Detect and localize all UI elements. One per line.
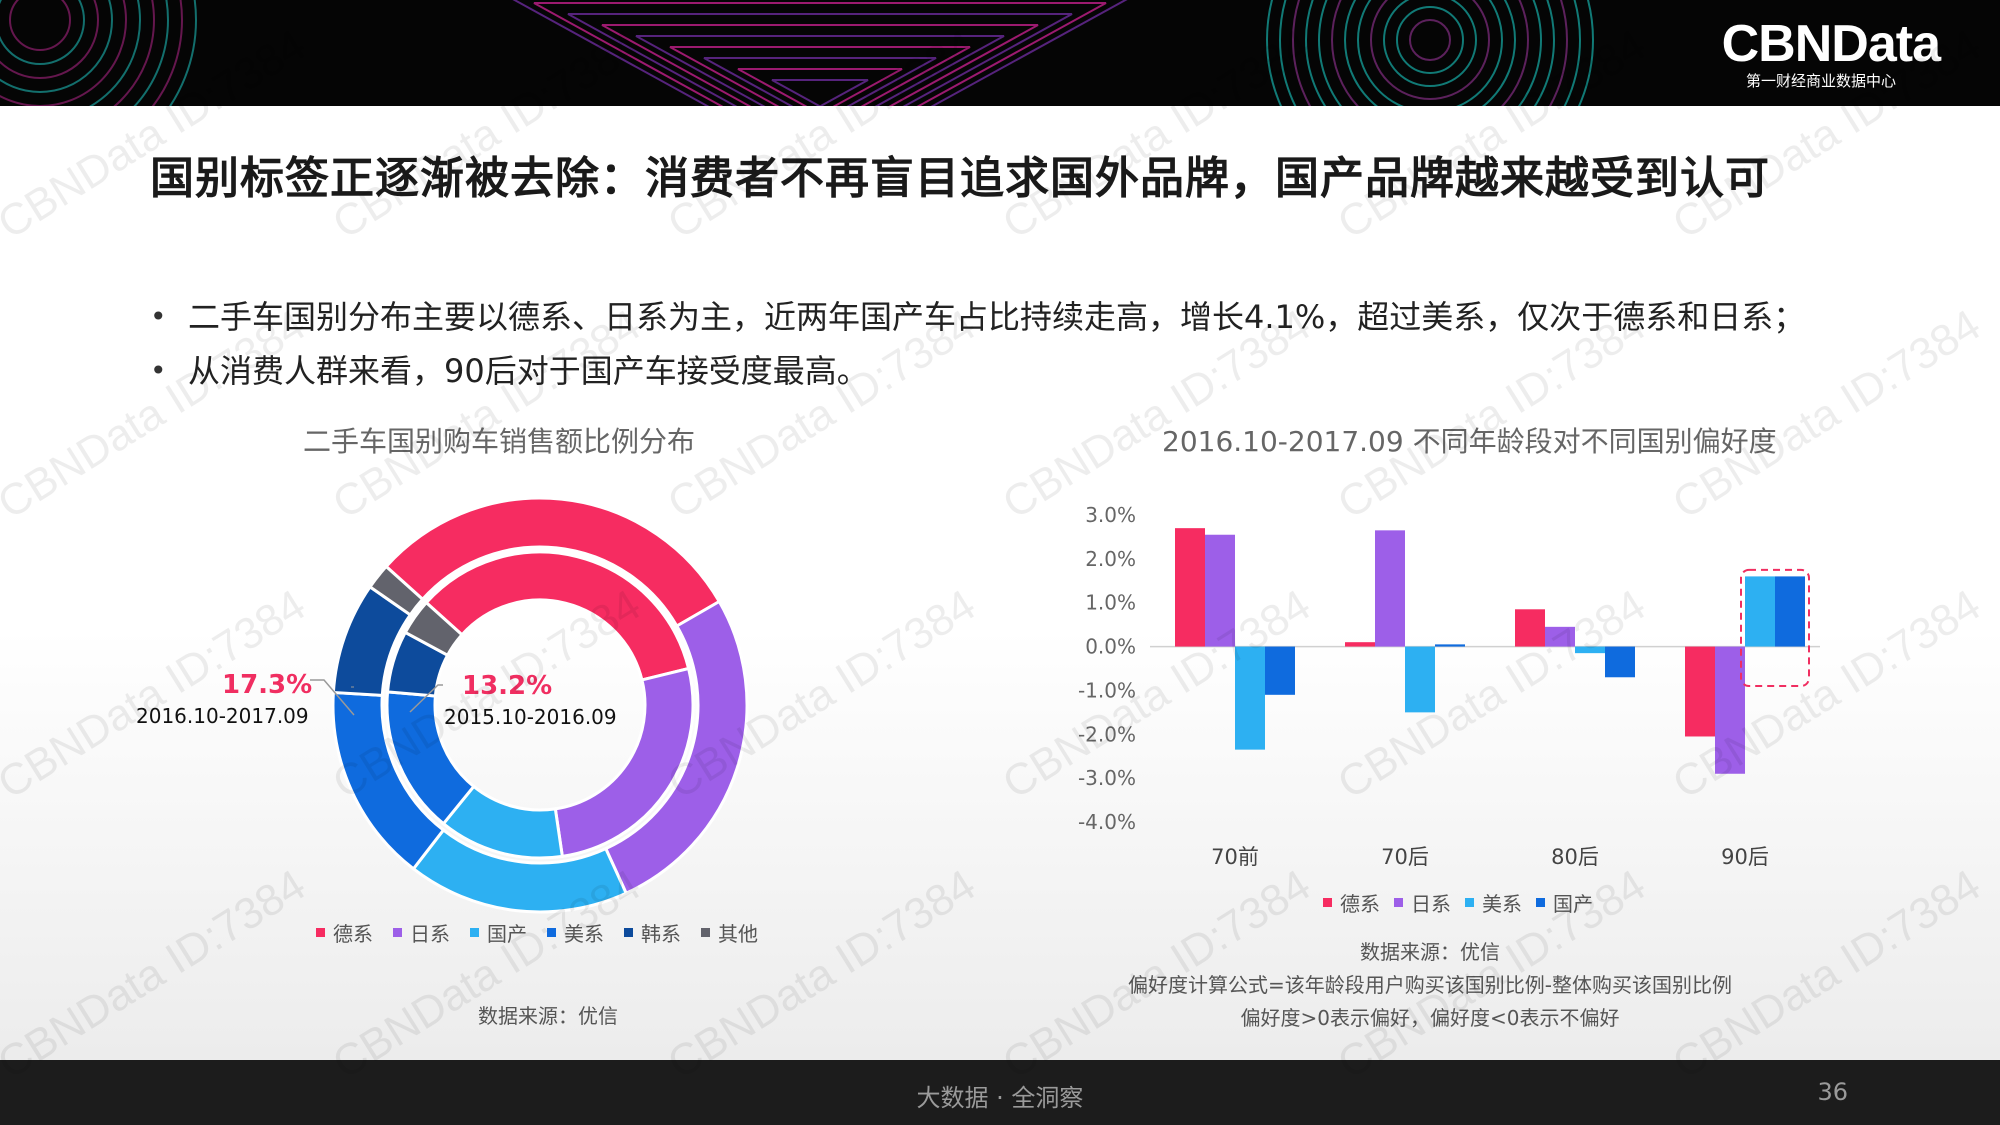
y-tick-label: 2.0% [1085,547,1136,571]
bullet-marker: • [150,354,167,387]
bar-90后-美系 [1745,576,1775,647]
bar-90后-国产 [1775,576,1805,647]
page-title: 国别标签正逐渐被去除：消费者不再盲目追求国外品牌，国产品牌越来越受到认可 [150,153,1770,204]
outer-label-leader [310,679,355,716]
formula-note: 偏好度计算公式=该年龄段用户购买该国别比例-整体购买该国别比例 [1128,973,1732,997]
donut-legend-item: 韩系 [624,918,681,947]
bar-70前-国产 [1265,646,1295,695]
header-banner: CBNData 第一财经商业数据中心 [0,0,2000,106]
legend-label: 韩系 [641,922,681,946]
bullet-text: 从消费人群来看，90后对于国产车接受度最高。 [188,352,869,390]
outer-ring-period: 2016.10-2017.09 [136,704,309,728]
bullet-marker: • [150,300,167,333]
x-tick-label: 90后 [1721,845,1769,869]
donut-legend-item: 其他 [701,918,758,947]
banner-decoration [0,0,1594,106]
footer-slogan: 大数据 · 全洞察 [916,1084,1084,1112]
bar-90后-德系 [1685,646,1715,737]
legend-swatch [316,928,325,937]
y-tick-label: 1.0% [1085,591,1136,615]
donut-legend: 德系 日系 国产 美系 韩系 其他 [316,918,778,947]
preference-note: 偏好度>0表示偏好，偏好度<0表示不偏好 [1240,1006,1620,1030]
bullet-item: • 从消费人群来看，90后对于国产车接受度最高。 [150,344,1805,398]
bar-80后-日系 [1545,626,1575,647]
bullet-list: • 二手车国别分布主要以德系、日系为主，近两年国产车占比持续走高，增长4.1%，… [150,290,1805,398]
bullet-text: 二手车国别分布主要以德系、日系为主，近两年国产车占比持续走高，增长4.1%，超过… [188,298,1806,336]
brand-logo: CBNData [1721,15,1941,73]
bar-70前-德系 [1175,528,1205,647]
legend-label: 美系 [564,922,604,946]
bar-legend-item: 国产 [1536,888,1593,917]
legend-swatch [547,928,556,937]
bar-legend-item: 日系 [1394,888,1451,917]
donut-legend-item: 国产 [470,918,527,947]
bar-70后-国产 [1435,644,1465,647]
outer-ring-value: 17.3% [222,670,313,700]
legend-swatch [1394,898,1403,907]
inner-ring-label: 13.2% 2015.10-2016.09 [444,671,617,729]
donut-legend-item: 美系 [547,918,604,947]
y-tick-label: 3.0% [1085,503,1136,527]
page-number: 36 [1817,1078,1848,1106]
donut-legend-item: 德系 [316,918,373,947]
brand-tagline: 第一财经商业数据中心 [1745,72,1896,90]
bar-80后-德系 [1515,609,1545,647]
bar-legend: 德系 日系 美系 国产 [1323,888,1607,917]
inner-ring-period: 2015.10-2016.09 [444,705,617,729]
legend-label: 日系 [410,922,450,946]
donut-source-note: 数据来源：优信 [478,1004,618,1028]
bar-chart: 3.0% 2.0% 1.0% 0.0% -1.0% -2.0% -3.0% -4.0% 70前 7… [1078,503,1820,869]
bar-70后-日系 [1375,530,1405,647]
bar-legend-item: 美系 [1465,888,1522,917]
bar-source-note: 数据来源：优信 [1360,940,1500,964]
donut-legend-item: 日系 [393,918,450,947]
x-tick-label: 80后 [1551,845,1599,869]
donut-chart-title: 二手车国别购车销售额比例分布 [303,425,696,458]
legend-label: 其他 [718,922,758,946]
x-tick-label: 70后 [1381,845,1429,869]
y-tick-label: -2.0% [1078,722,1136,746]
bar-70前-美系 [1235,646,1265,750]
slide-body [0,106,2000,1060]
inner-label-leader [409,684,443,713]
bar-90后-日系 [1715,646,1745,774]
bar-80后-国产 [1605,646,1635,678]
bullet-item: • 二手车国别分布主要以德系、日系为主，近两年国产车占比持续走高，增长4.1%，… [150,290,1805,344]
donut-slice-outer-5 [367,564,425,617]
legend-swatch [470,928,479,937]
y-tick-label: -4.0% [1078,810,1136,834]
bar-80后-美系 [1575,646,1605,654]
bar-70前-日系 [1205,534,1235,647]
inner-ring-value: 13.2% [462,671,553,701]
y-tick-label: 0.0% [1085,635,1136,659]
bar-70后-美系 [1405,646,1435,713]
bar-notes: 数据来源：优信 偏好度计算公式=该年龄段用户购买该国别比例-整体购买该国别比例 … [1080,936,1780,1035]
legend-label: 德系 [333,922,373,946]
legend-label: 德系 [1340,892,1380,916]
legend-label: 国产 [487,922,527,946]
outer-ring-label: 17.3% 2016.10-2017.09 [136,670,313,728]
x-tick-label: 70前 [1211,845,1259,869]
donut-chart [310,496,749,914]
bar-70后-德系 [1345,642,1375,647]
legend-swatch [1323,898,1332,907]
donut-slice-inner-5 [403,600,465,658]
footer-bar: 大数据 · 全洞察 36 [0,1060,2000,1125]
legend-swatch [393,928,402,937]
legend-label: 日系 [1411,892,1451,916]
legend-swatch [624,928,633,937]
highlight-box [1740,568,1810,688]
y-tick-label: -3.0% [1078,766,1136,790]
y-tick-label: -1.0% [1078,678,1136,702]
legend-swatch [701,928,710,937]
legend-label: 美系 [1482,892,1522,916]
legend-swatch [1465,898,1474,907]
bar-legend-item: 德系 [1323,888,1380,917]
legend-label: 国产 [1553,892,1593,916]
donut-slice-inner-0 [424,550,691,682]
banner-pattern [0,0,1594,106]
bar-chart-title: 2016.10-2017.09 不同年龄段对不同国别偏好度 [1162,425,1777,458]
legend-swatch [1536,898,1545,907]
